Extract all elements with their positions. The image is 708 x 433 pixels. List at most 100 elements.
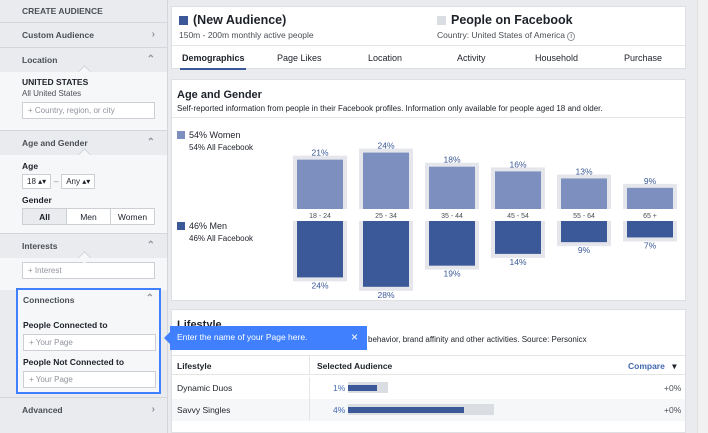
tab-activity[interactable]: Activity (457, 53, 486, 63)
row-name: Dynamic Duos (177, 383, 233, 393)
chevron-up-icon: ⌃ (146, 54, 155, 65)
age-from-value: 18 (27, 177, 36, 186)
men-swatch (177, 222, 185, 230)
row-name: Savvy Singles (177, 405, 231, 415)
location-input[interactable]: + Country, region, or city (22, 102, 155, 119)
location-body: UNITED STATES All United States + Countr… (0, 65, 167, 130)
connections-section: Connections ⌃ People Connected to + Your… (16, 288, 161, 394)
men-data-label: 9% (578, 245, 591, 255)
advanced-section[interactable]: Advanced › (0, 397, 167, 422)
location-header[interactable]: Location ⌃ (0, 48, 167, 72)
close-icon[interactable]: × (350, 330, 358, 344)
facebook-subtitle-text: Country: United States of America (437, 30, 566, 40)
age-to-select[interactable]: Any ▴▾ (61, 174, 96, 189)
custom-audience-header[interactable]: Custom Audience › (0, 23, 167, 47)
page-tooltip: Enter the name of your Page here. × (164, 326, 367, 350)
men-data-label: 19% (443, 269, 460, 279)
custom-audience-label: Custom Audience (22, 30, 94, 40)
custom-audience-section[interactable]: Custom Audience › (0, 22, 167, 47)
women-data-label: 13% (575, 166, 592, 176)
women-bar (429, 166, 475, 209)
women-data-label: 16% (509, 159, 526, 169)
info-icon[interactable]: i (567, 32, 575, 41)
interest-input[interactable]: + Interest (22, 262, 155, 279)
row-pct: 1% (333, 383, 346, 393)
women-data-label: 24% (377, 141, 394, 151)
women-bar (495, 171, 541, 209)
plus-icon: + (28, 106, 35, 115)
location-sub: All United States (22, 89, 82, 98)
advanced-header[interactable]: Advanced › (0, 398, 167, 422)
facebook-color-swatch (437, 16, 446, 25)
connected-page-input[interactable]: + Your Page (23, 334, 156, 351)
sidebar-title: CREATE AUDIENCE (22, 6, 103, 16)
connected-placeholder: Your Page (35, 338, 73, 347)
women-data-label: 9% (644, 176, 657, 186)
men-data-label: 7% (644, 240, 657, 250)
age-category-label: 25 - 34 (375, 213, 397, 220)
table-row[interactable]: Dynamic Duos 1% +0% (172, 377, 685, 399)
tab-purchase[interactable]: Purchase (624, 53, 663, 63)
lifestyle-desc: behavior, brand affinity and other activ… (368, 335, 587, 344)
tab-page-likes[interactable]: Page Likes (277, 53, 322, 63)
chevron-right-icon: › (151, 29, 155, 40)
gender-all-button[interactable]: All (23, 209, 67, 224)
column-divider (309, 356, 310, 374)
insight-tabs: Demographics Page Likes Location Activit… (172, 45, 685, 70)
interests-label: Interests (22, 241, 58, 251)
interest-placeholder: Interest (34, 266, 62, 275)
age-gender-header[interactable]: Age and Gender ⌃ (0, 131, 167, 155)
women-bar (297, 159, 343, 209)
men-bar (627, 221, 673, 238)
gender-women-button[interactable]: Women (117, 212, 148, 222)
column-divider (309, 399, 310, 421)
age-category-label: 45 - 54 (507, 213, 529, 220)
selected-bar (348, 407, 464, 413)
tab-location[interactable]: Location (368, 53, 403, 63)
women-data-label: 21% (311, 148, 328, 158)
chevron-up-icon: ⌃ (146, 240, 155, 251)
men-bar (363, 221, 409, 287)
not-connected-page-input[interactable]: + Your Page (23, 371, 156, 388)
age-from-select[interactable]: 18 ▴▾ (22, 174, 52, 189)
location-placeholder: Country, region, or city (34, 106, 115, 115)
age-category-label: 35 - 44 (441, 213, 463, 220)
audience-color-swatch (179, 16, 188, 25)
compare-dropdown[interactable]: Compare ▾ (628, 361, 677, 372)
advanced-label: Advanced (22, 405, 63, 415)
women-swatch (177, 131, 185, 139)
compare-label: Compare (628, 361, 665, 371)
chevron-up-icon: ⌃ (145, 293, 154, 304)
interests-header[interactable]: Interests ⌃ (0, 234, 167, 258)
men-data-label: 24% (311, 280, 328, 290)
age-gender-section: Age and Gender ⌃ Age 18 ▴▾ – Any ▴▾ Gend… (0, 130, 167, 233)
connections-label: Connections (23, 295, 75, 305)
connections-header[interactable]: Connections ⌃ (18, 290, 159, 310)
column-divider (309, 377, 310, 399)
men-label: 46% Men (189, 221, 228, 231)
men-bar (495, 221, 541, 254)
facebook-subtitle: Country: United States of America i (437, 30, 575, 41)
age-category-label: 65 + (643, 213, 657, 220)
age-gender-title: Age and Gender (177, 89, 262, 101)
gender-men-button[interactable]: Men (67, 209, 111, 224)
caret-down-icon: ▾ (672, 361, 677, 371)
women-bar (561, 178, 607, 209)
row-compare: +0% (664, 405, 682, 415)
age-gender-label: Age and Gender (22, 138, 88, 148)
women-label: 54% Women (189, 130, 241, 140)
row-pct: 4% (333, 405, 346, 415)
age-label: Age (22, 161, 39, 171)
women-bar (363, 152, 409, 209)
audience-title: (New Audience) (193, 13, 287, 27)
age-category-label: 18 - 24 (309, 213, 331, 220)
tooltip-text: Enter the name of your Page here. (177, 332, 308, 342)
connections-body: People Connected to + Your Page People N… (18, 310, 159, 388)
tab-demographics[interactable]: Demographics (182, 53, 245, 63)
table-row[interactable]: Savvy Singles 4% +0% (172, 399, 685, 421)
tab-household[interactable]: Household (535, 53, 579, 63)
page-scrollbar[interactable] (697, 0, 708, 433)
age-gender-desc: Self-reported information from people in… (177, 104, 603, 113)
men-fb-label: 46% All Facebook (189, 234, 254, 243)
chevron-up-icon: ⌃ (146, 137, 155, 148)
